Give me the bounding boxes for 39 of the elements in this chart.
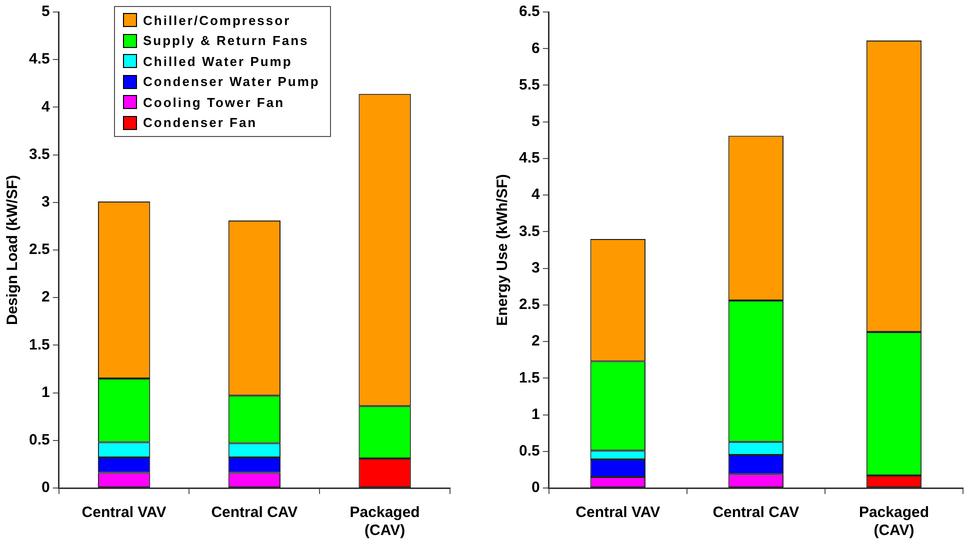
y-tick-label: 2	[42, 288, 50, 306]
y-tick-label: 0.5	[28, 432, 50, 449]
y-tick-label: 1.5	[28, 336, 50, 354]
y-tick-label: 4	[532, 186, 541, 204]
x-tick-label: Central CAV	[712, 504, 800, 522]
y-tick-label: 0	[42, 479, 50, 496]
y-axis-title: Energy Use (kWh/SF)	[494, 174, 512, 326]
legend-label: Chiller/Compressor	[143, 12, 291, 28]
legend-label: Supply & Return Fans	[143, 33, 309, 48]
x-tick-label: Central VAV	[576, 504, 660, 522]
y-tick-label: 4.5	[518, 150, 540, 167]
y-tick-label: 2.5	[28, 241, 50, 258]
legend-label: Condenser Water Pump	[143, 74, 320, 90]
y-tick-label: 6	[532, 40, 540, 57]
y-tick-label: 3	[42, 194, 50, 211]
y-tick-label: 5.5	[518, 76, 540, 94]
legend-label: Chilled Water Pump	[143, 54, 292, 69]
y-tick-label: 6.5	[518, 3, 540, 20]
y-tick-label: 3.5	[518, 222, 540, 240]
y-tick-label: 1.5	[518, 369, 540, 386]
x-tick-label: Central VAV	[82, 504, 166, 522]
y-tick-label: 1	[532, 406, 540, 423]
x-tick-label: Packaged (CAV)	[350, 504, 420, 540]
x-tick-label: Central CAV	[211, 504, 298, 522]
y-axis-title: Design Load (kW/SF)	[4, 174, 22, 325]
y-tick-label: 1	[42, 384, 50, 401]
legend-label: Condenser Fan	[143, 115, 258, 130]
x-tick-label: Packaged (CAV)	[858, 504, 929, 540]
y-tick-label: 5	[42, 3, 50, 20]
y-tick-label: 4	[42, 98, 51, 116]
y-tick-label: 2	[532, 332, 540, 350]
legend-label: Cooling Tower Fan	[143, 94, 285, 110]
y-tick-label: 2.5	[518, 296, 540, 314]
y-tick-label: 4.5	[28, 50, 50, 68]
y-tick-label: 3.5	[28, 146, 50, 163]
y-tick-label: 0.5	[518, 442, 540, 460]
y-tick-label: 0	[532, 479, 540, 496]
y-tick-label: 5	[532, 112, 540, 130]
y-tick-label: 3	[532, 259, 540, 276]
